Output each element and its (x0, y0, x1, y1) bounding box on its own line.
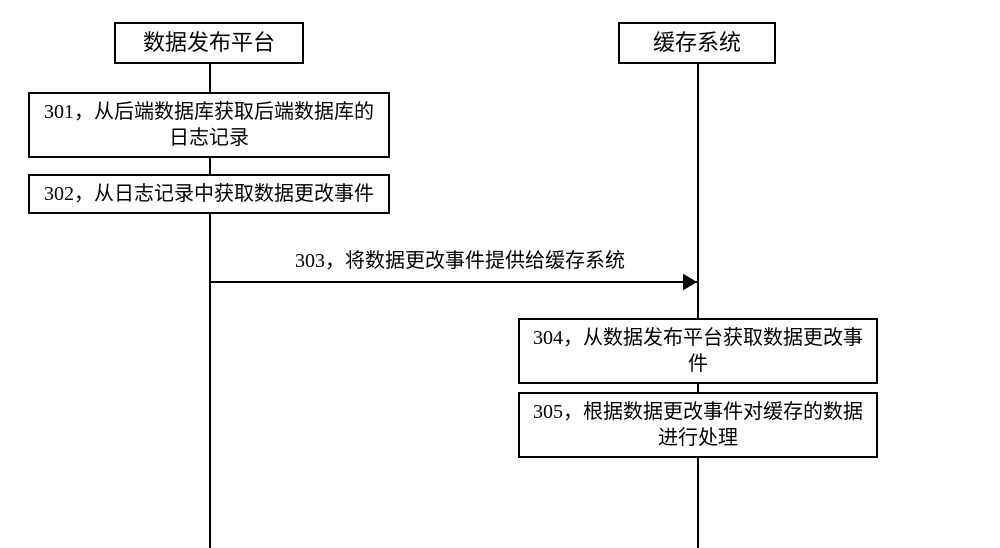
step-304-text: 304，从数据发布平台获取数据更改事件 (528, 325, 868, 377)
participant-right-label: 缓存系统 (653, 29, 741, 58)
step-304: 304，从数据发布平台获取数据更改事件 (518, 318, 878, 384)
sequence-diagram: { "diagram": { "type": "sequence-flowcha… (0, 0, 1000, 548)
step-302-text: 302，从日志记录中获取数据更改事件 (44, 181, 374, 207)
step-305-text: 305，根据数据更改事件对缓存的数据进行处理 (528, 399, 868, 451)
step-305: 305，根据数据更改事件对缓存的数据进行处理 (518, 392, 878, 458)
step-302: 302，从日志记录中获取数据更改事件 (28, 174, 390, 214)
participant-right: 缓存系统 (618, 22, 776, 64)
message-303-arrow (209, 262, 717, 302)
participant-left-label: 数据发布平台 (143, 29, 275, 58)
step-301: 301，从后端数据库获取后端数据库的日志记录 (28, 92, 390, 158)
lifeline-right (697, 64, 699, 548)
step-301-text: 301，从后端数据库获取后端数据库的日志记录 (38, 99, 380, 151)
participant-left: 数据发布平台 (114, 22, 304, 64)
